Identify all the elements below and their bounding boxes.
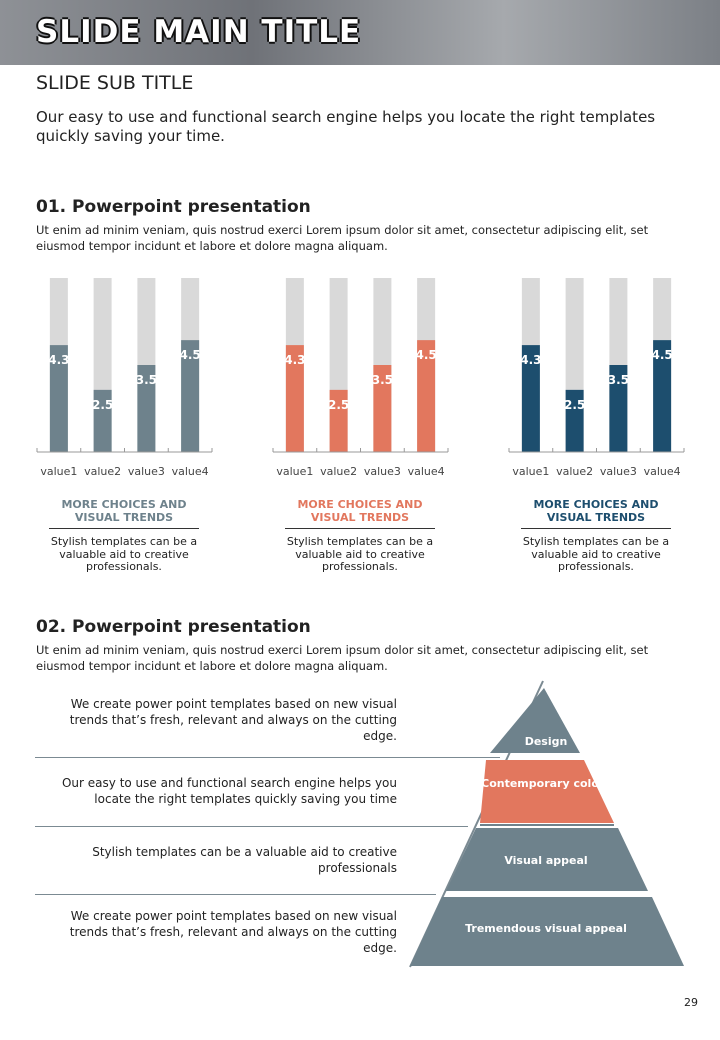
heading: 02. Powerpoint presentation [36, 617, 311, 637]
x-tick-label: value4 [644, 465, 681, 478]
x-tick-label: value1 [40, 465, 77, 478]
bar-chart: 4.3 value1 2.5 value2 3.5 value3 4.5 value4 [36, 278, 213, 478]
bar [137, 365, 156, 452]
bar [49, 345, 68, 452]
data-label: 4.3 [284, 353, 305, 367]
separator [35, 894, 436, 895]
pyramid-label: Tremendous visual appeal [465, 922, 627, 935]
separator [35, 757, 500, 758]
caption-title: MORE CHOICES AND VISUAL TRENDS [49, 498, 199, 529]
pyramid-label: Contemporary colors [481, 777, 611, 790]
x-tick-label: value1 [276, 465, 313, 478]
intro: Our easy to use and functional search en… [36, 108, 656, 145]
bar [417, 340, 436, 452]
bar [609, 365, 628, 452]
caption-text: Stylish templates can be a valuable aid … [50, 535, 198, 573]
row-text: Stylish templates can be a valuable aid … [92, 845, 397, 875]
bar [373, 365, 392, 452]
x-tick-label: value2 [320, 465, 357, 478]
data-label: 4.5 [651, 348, 672, 362]
bar [653, 340, 672, 452]
paragraph: Ut enim ad minim veniam, quis nostrud ex… [36, 223, 649, 253]
bar [93, 389, 112, 452]
data-label: 3.5 [372, 373, 393, 387]
bar [285, 345, 304, 452]
pyramid-label: Design [525, 735, 568, 748]
data-label: 2.5 [92, 398, 113, 412]
caption-title: MORE CHOICES AND VISUAL TRENDS [521, 498, 671, 529]
title: SLIDE MAIN TITLE [36, 14, 362, 50]
row-text: Our easy to use and functional search en… [61, 776, 397, 806]
pyramid: Design Contemporary colors Visual appeal… [409, 680, 684, 968]
data-label: 4.5 [179, 348, 200, 362]
bar-chart: 4.3 value1 2.5 value2 3.5 value3 4.5 value4 [508, 278, 685, 478]
x-tick-label: value1 [512, 465, 549, 478]
subtitle: SLIDE SUB TITLE [36, 72, 194, 94]
pyramid-layer [490, 688, 580, 753]
data-label: 3.5 [608, 373, 629, 387]
data-label: 3.5 [136, 373, 157, 387]
caption-text: Stylish templates can be a valuable aid … [286, 535, 434, 573]
x-tick-label: value3 [128, 465, 165, 478]
bar [521, 345, 540, 452]
heading: 01. Powerpoint presentation [36, 197, 311, 217]
x-tick-label: value4 [408, 465, 445, 478]
data-label: 4.3 [48, 353, 69, 367]
x-tick-label: value3 [364, 465, 401, 478]
page-number: 29 [684, 996, 698, 1009]
pyramid-layer [410, 897, 684, 966]
caption-text: Stylish templates can be a valuable aid … [522, 535, 670, 573]
pyramid-label: Visual appeal [504, 854, 587, 867]
data-label: 2.5 [564, 398, 585, 412]
bar [181, 340, 200, 452]
data-label: 4.3 [520, 353, 541, 367]
separator [35, 826, 468, 827]
row-text: We create power point templates based on… [69, 697, 397, 743]
pyramid-layer [480, 760, 614, 823]
bar [329, 389, 348, 452]
caption-title: MORE CHOICES AND VISUAL TRENDS [285, 498, 435, 529]
header-band [0, 0, 720, 65]
bar [565, 389, 584, 452]
x-tick-label: value3 [600, 465, 637, 478]
paragraph: Ut enim ad minim veniam, quis nostrud ex… [36, 643, 649, 673]
row-text: We create power point templates based on… [69, 909, 397, 955]
pyramid-layer [446, 828, 648, 891]
data-label: 2.5 [328, 398, 349, 412]
x-tick-label: value2 [84, 465, 121, 478]
x-tick-label: value2 [556, 465, 593, 478]
x-tick-label: value4 [172, 465, 209, 478]
data-label: 4.5 [415, 348, 436, 362]
bar-chart: 4.3 value1 2.5 value2 3.5 value3 4.5 value4 [272, 278, 449, 478]
